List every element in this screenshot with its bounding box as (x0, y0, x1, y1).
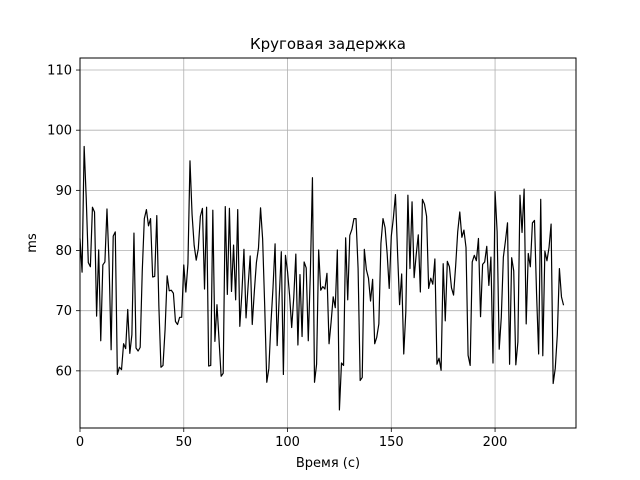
chart-title: Круговая задержка (250, 35, 406, 53)
y-axis-ticks: 60 70 80 90 100 110 (47, 64, 80, 379)
x-tick-label: 0 (76, 435, 84, 450)
y-tick-label: 100 (47, 124, 72, 139)
series-line (79, 145, 565, 411)
y-tick-label: 60 (55, 364, 72, 379)
x-tick-label: 200 (483, 435, 508, 450)
y-axis-label: ms (25, 233, 40, 253)
x-tick-label: 50 (175, 435, 192, 450)
y-tick-label: 70 (55, 304, 72, 319)
y-tick-label: 90 (55, 184, 72, 199)
plot-frame (79, 57, 577, 429)
y-tick-label: 110 (47, 64, 72, 79)
series-layer (79, 145, 565, 411)
x-tick-label: 100 (275, 435, 300, 450)
grid (79, 58, 576, 428)
y-tick-label: 80 (55, 244, 72, 259)
x-axis-label: Время (с) (296, 456, 360, 471)
x-axis-ticks: 0 50 100 150 200 (76, 428, 508, 450)
x-tick-label: 150 (379, 435, 404, 450)
